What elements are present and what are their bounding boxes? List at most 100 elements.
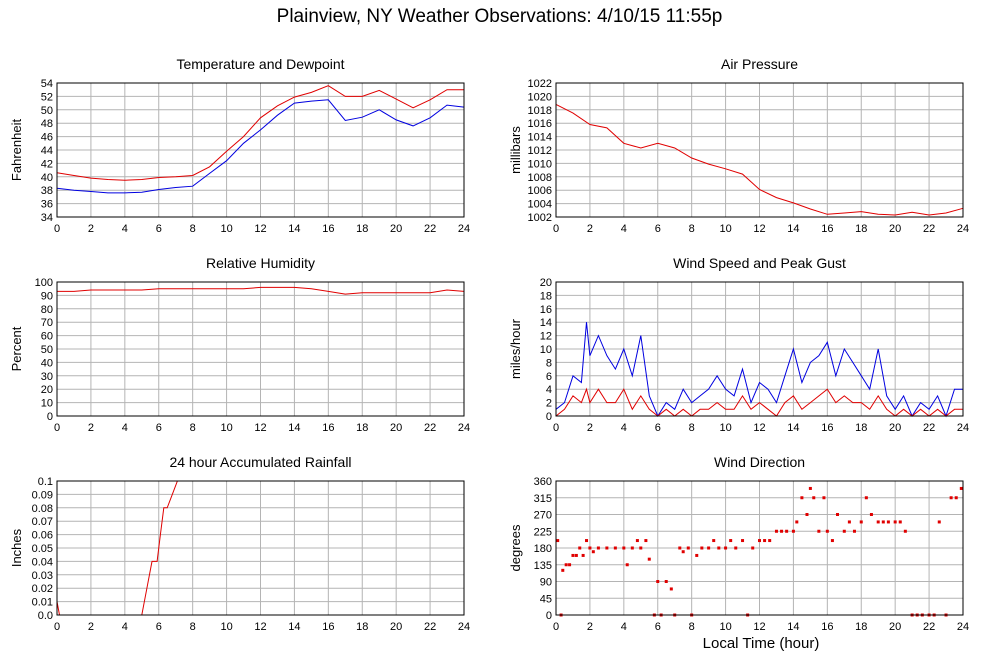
direction-point <box>795 520 799 524</box>
rain-y-tick-label: 0.05 <box>32 543 53 555</box>
direction-x-tick-label: 2 <box>587 621 593 633</box>
direction-point <box>581 553 585 557</box>
rain-x-tick-label: 2 <box>88 621 94 633</box>
pressure-x-tick-label: 20 <box>889 223 901 235</box>
direction-y-tick-label: 0 <box>546 610 552 622</box>
pressure-y-tick-label: 1012 <box>528 145 552 157</box>
humidity-frame <box>56 281 465 417</box>
humidity-y-tick-label: 100 <box>35 277 53 289</box>
temp-x-tick-label: 16 <box>322 223 334 235</box>
direction-point <box>734 546 738 550</box>
temp-frame <box>56 82 465 218</box>
direction-y-tick-label: 90 <box>540 577 552 589</box>
direction-x-tick-label: 8 <box>689 621 695 633</box>
direction-point <box>812 496 816 500</box>
pressure-x-tick-label: 16 <box>821 223 833 235</box>
humidity-title: Relative Humidity <box>206 255 315 271</box>
temp-x-tick-label: 22 <box>424 223 436 235</box>
rain-x-tick-label: 0 <box>54 621 60 633</box>
humidity-x-tick-label: 22 <box>424 422 436 434</box>
direction-point <box>959 486 963 490</box>
direction-point <box>695 553 699 557</box>
direction-point <box>686 546 690 550</box>
direction-point <box>893 520 897 524</box>
rain-x-tick-label: 16 <box>322 621 334 633</box>
wind-y-tick-label: 6 <box>546 371 552 383</box>
rain-x-tick-label: 8 <box>190 621 196 633</box>
pressure-x-tick-label: 6 <box>655 223 661 235</box>
pressure-y-tick-label: 1014 <box>528 132 552 144</box>
temp-series-red <box>56 85 464 181</box>
pressure-y-tick-label: 1020 <box>528 91 552 103</box>
pressure-y-tick-label: 1008 <box>528 172 552 184</box>
direction-point <box>578 546 582 550</box>
direction-point <box>836 513 840 516</box>
pressure-y-tick-label: 1018 <box>528 105 552 117</box>
humidity-x-tick-label: 10 <box>220 422 232 434</box>
temp-y-tick-label: 40 <box>41 172 53 184</box>
rain-y-tick-label: 0.02 <box>32 583 53 595</box>
humidity-x-tick-label: 16 <box>322 422 334 434</box>
wind-title: Wind Speed and Peak Gust <box>673 255 846 271</box>
pressure-y-tick-label: 1004 <box>528 199 552 211</box>
rain-y-tick-label: 0.08 <box>32 503 53 515</box>
rain-y-tick-label: 0.01 <box>32 597 53 609</box>
humidity-x-tick-label: 14 <box>288 422 300 434</box>
temp-y-tick-label: 44 <box>41 145 53 157</box>
temp-y-tick-label: 52 <box>41 91 53 103</box>
rain-y-tick-label: 0.09 <box>32 489 53 501</box>
direction-point <box>949 496 953 500</box>
wind-x-tick-label: 16 <box>821 422 833 434</box>
direction-y-tick-label: 225 <box>534 526 552 538</box>
direction-point <box>561 568 565 572</box>
x-axis-label: Local Time (hour) <box>702 635 820 652</box>
humidity-x-tick-label: 18 <box>356 422 368 434</box>
direction-point <box>817 529 821 533</box>
direction-point <box>574 553 578 557</box>
wind-frame <box>555 281 964 417</box>
temp-x-tick-label: 24 <box>458 223 470 235</box>
wind-x-tick-label: 14 <box>787 422 799 434</box>
direction-point <box>669 587 673 591</box>
direction-point <box>622 546 626 550</box>
rain-y-tick-label: 0.03 <box>32 570 53 582</box>
direction-point <box>724 546 728 550</box>
direction-point <box>596 546 600 550</box>
direction-y-tick-label: 315 <box>534 493 552 505</box>
humidity-x-tick-label: 20 <box>390 422 402 434</box>
humidity-y-tick-label: 90 <box>41 290 53 302</box>
direction-point <box>571 553 575 557</box>
pressure-x-tick-label: 18 <box>855 223 867 235</box>
wind-series-red <box>555 387 963 417</box>
direction-x-tick-label: 16 <box>821 621 833 633</box>
humidity-y-tick-label: 30 <box>41 371 53 383</box>
direction-y-axis-label: degrees <box>508 524 523 571</box>
temp-x-tick-label: 4 <box>122 223 128 235</box>
direction-point <box>763 539 767 543</box>
direction-point <box>625 563 629 567</box>
direction-point <box>729 539 733 543</box>
direction-point <box>805 513 809 516</box>
temp-x-tick-label: 14 <box>288 223 300 235</box>
direction-point <box>785 529 789 533</box>
humidity-x-tick-label: 12 <box>254 422 266 434</box>
direction-point <box>700 546 704 550</box>
pressure-title: Air Pressure <box>721 56 798 72</box>
direction-point <box>564 563 568 567</box>
direction-point <box>630 546 634 550</box>
direction-point <box>556 539 560 543</box>
temp-x-tick-label: 18 <box>356 223 368 235</box>
wind-y-tick-label: 4 <box>546 384 552 396</box>
temp-y-tick-label: 48 <box>41 118 53 130</box>
wind-chart: 0 2 4 6 8 10 12 14 16 18 20 22 2402468101214161820Wi… <box>508 255 969 434</box>
temp-x-tick-label: 6 <box>156 223 162 235</box>
direction-y-tick-label: 45 <box>540 593 552 605</box>
rain-x-tick-label: 14 <box>288 621 300 633</box>
direction-chart: 0 2 4 6 8 10 12 14 16 18 20 22 240459013518022527031… <box>508 454 969 633</box>
rain-y-tick-label: 0.0 <box>38 610 53 622</box>
temp-y-tick-label: 54 <box>41 78 53 90</box>
direction-x-tick-label: 12 <box>753 621 765 633</box>
wind-y-tick-label: 12 <box>540 331 552 343</box>
rain-x-tick-label: 6 <box>156 621 162 633</box>
